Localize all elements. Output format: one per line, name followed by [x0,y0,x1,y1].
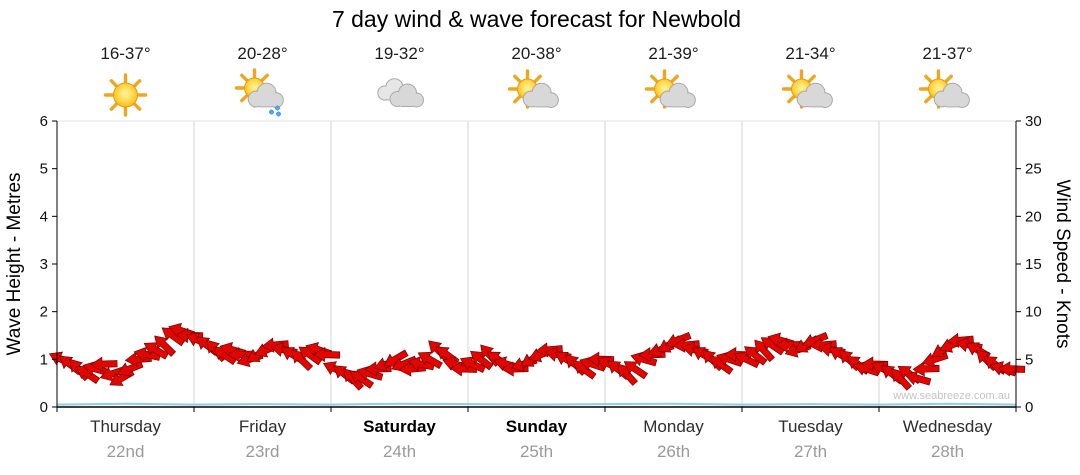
svg-text:2: 2 [40,304,48,321]
day-name: Wednesday [902,417,993,436]
wind-barbs [48,322,1026,391]
day-name: Thursday [90,417,161,436]
left-axis-title: Wave Height - Metres [4,172,25,356]
temperature-range: 21-34° [785,44,836,63]
svg-text:25: 25 [1025,161,1042,178]
svg-text:5: 5 [40,161,48,178]
day-date: 28th [930,442,965,461]
svg-text:4: 4 [40,208,48,225]
temperature-range: 21-39° [648,44,699,63]
day-name: Sunday [505,417,568,436]
temps-row: 16-37° 20-28° 19-32° 20-38° 21-39° 21-34… [57,44,1016,64]
day-column: 21-39° [605,44,742,64]
right-axis-title: Wind Speed - Knots [1052,179,1073,349]
day-name: Friday [238,417,287,436]
day-date: 26th [656,442,691,461]
sun-icon [103,73,148,117]
day-column: 20-38° [468,44,605,64]
svg-text:0: 0 [40,399,48,416]
day-date: 27th [793,442,828,461]
day-name: Saturday [363,417,436,436]
svg-text:0: 0 [1025,399,1033,416]
day-column: 16-37° [57,44,194,64]
sun-cloud-icon [507,69,559,109]
watermark: www.seabreeze.com.au [893,390,1010,402]
temperature-range: 20-28° [237,44,288,63]
chart-title: 7 day wind & wave forecast for Newbold [331,6,742,32]
day-name: Tuesday [778,417,843,436]
day-column: 19-32° [331,44,468,64]
day-names-row: Thursday Friday Saturday Sunday Monday T… [57,417,1016,437]
temperature-range: 19-32° [374,44,425,63]
svg-text:3: 3 [40,256,48,273]
temperature-range: 16-37° [100,44,151,63]
temperature-range: 20-38° [511,44,562,63]
day-date: 23rd [245,442,280,461]
sun-cloud-icon [918,69,970,109]
svg-text:30: 30 [1025,113,1042,130]
sun-cloud-icon [781,69,833,109]
svg-text:1: 1 [40,351,48,368]
day-column: 21-34° [742,44,879,64]
clouds-icon [377,78,424,108]
svg-text:6: 6 [40,113,48,130]
day-name: Monday [643,417,704,436]
svg-text:15: 15 [1025,256,1042,273]
dates-row: 22nd 23rd 24th 25th 26th 27th 28th [57,442,1016,462]
wave-height-line [56,402,1017,406]
day-column: 21-37° [879,44,1016,64]
svg-text:5: 5 [1025,351,1033,368]
sun-rain-icon [234,68,284,117]
day-column: 20-28° [194,44,331,64]
sun-cloud-icon [644,69,696,109]
day-date: 25th [519,442,554,461]
axes: 0 1 2 3 4 5 6 0 5 10 15 20 25 30 [40,113,1042,416]
temperature-range: 21-37° [922,44,973,63]
svg-text:20: 20 [1025,208,1042,225]
day-date: 22nd [106,442,145,461]
day-date: 24th [382,442,417,461]
svg-text:10: 10 [1025,304,1042,321]
